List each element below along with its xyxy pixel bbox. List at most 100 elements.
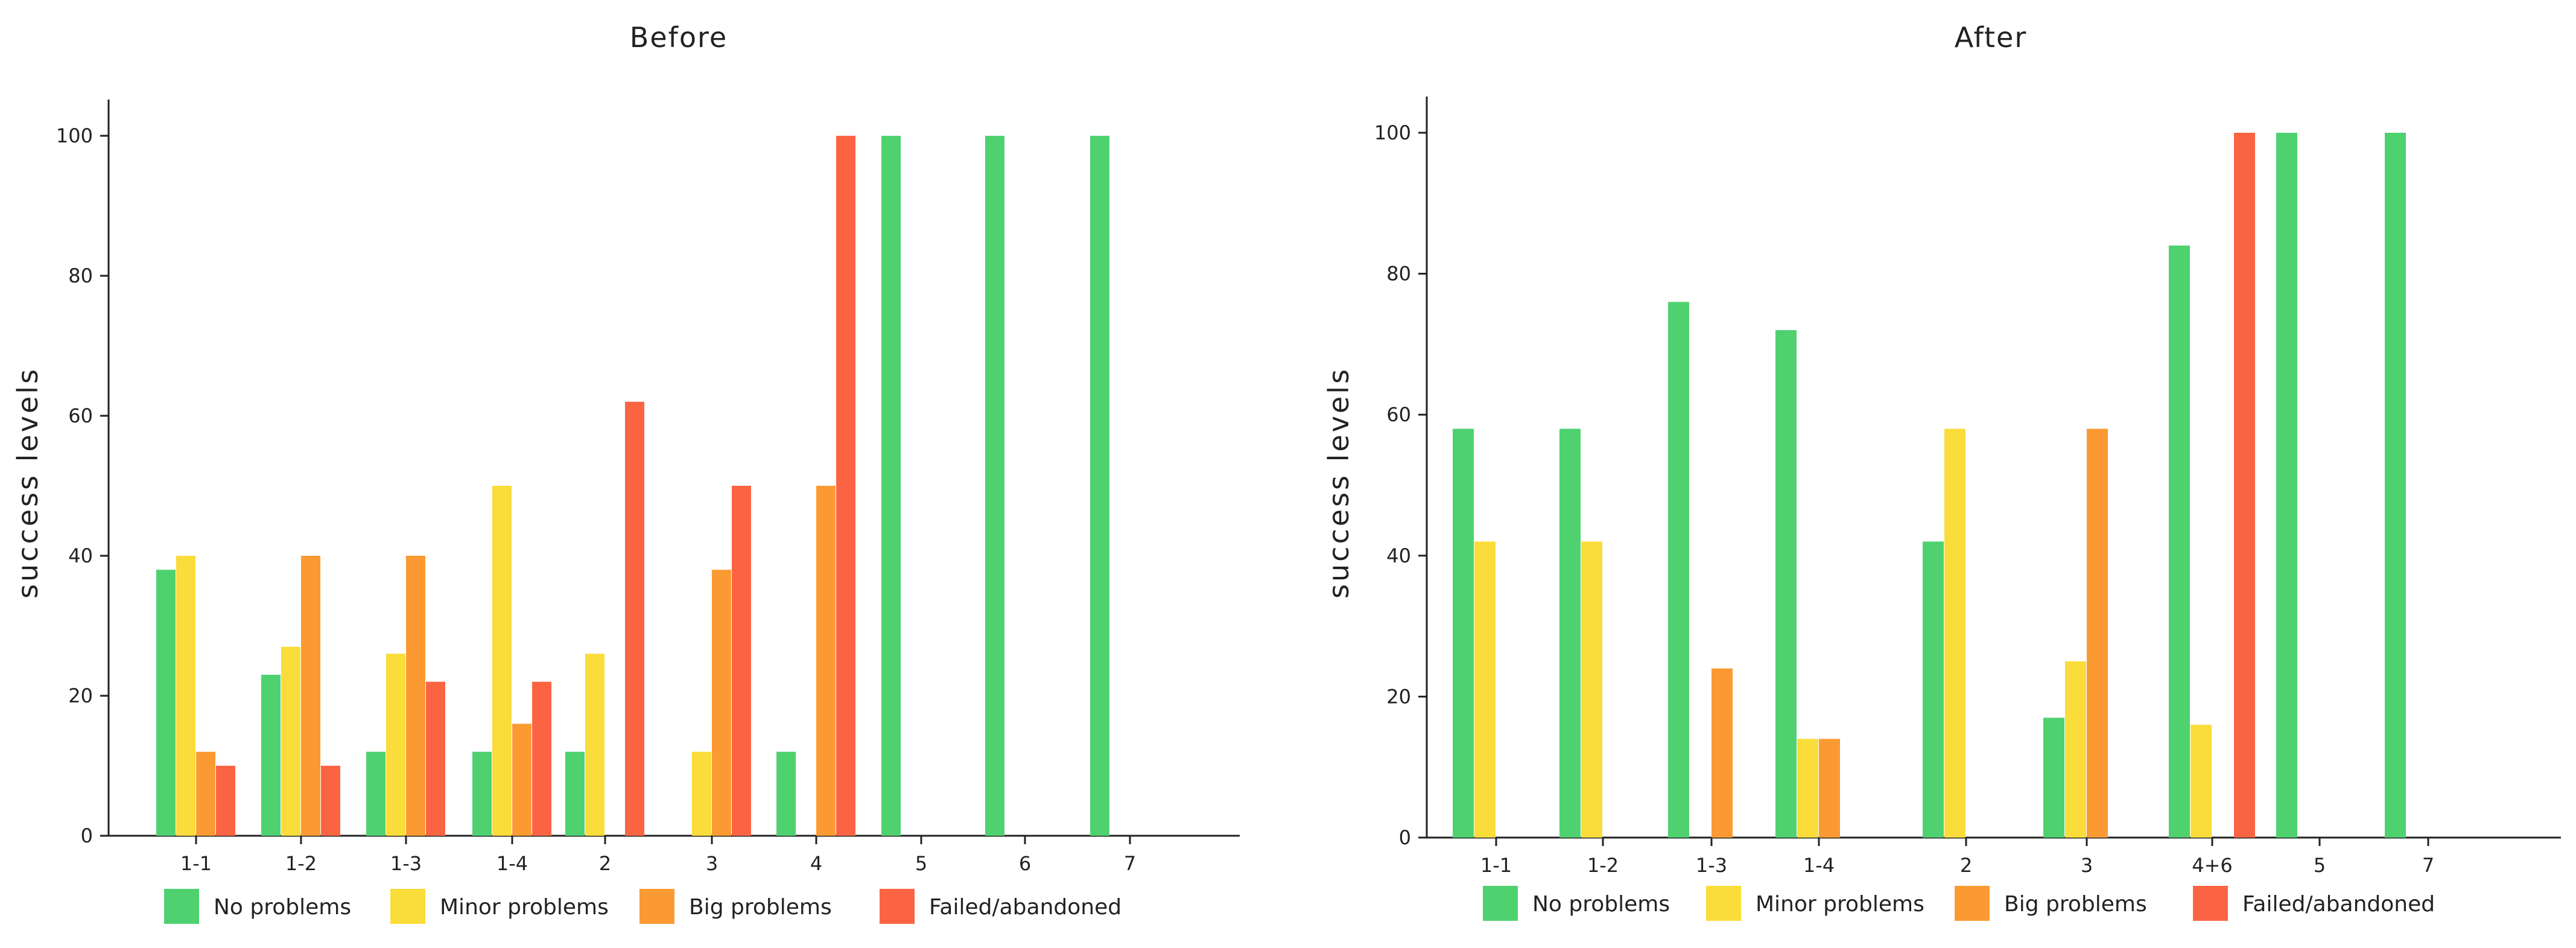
x-tick-label-1-4: 1-4 bbox=[1803, 854, 1835, 877]
x-tick-label-2: 2 bbox=[1960, 854, 1972, 877]
legend-label-minor-problems: Minor problems bbox=[440, 895, 609, 920]
legend-swatch-failed-abandoned bbox=[2193, 886, 2228, 921]
bar-no-problems-2 bbox=[1923, 541, 1944, 838]
legend-label-no-problems: No problems bbox=[1532, 892, 1670, 917]
legend-label-big-problems: Big problems bbox=[2004, 892, 2147, 917]
x-tick-label-2: 2 bbox=[599, 852, 611, 875]
x-ticks-before: 1-1 1-2 1-3 1-4 2 3 4 5 6 7 bbox=[180, 836, 1136, 875]
y-tick-label: 0 bbox=[1399, 826, 1411, 849]
y-tick-label: 80 bbox=[68, 264, 93, 287]
legend-label-no-problems: No problems bbox=[214, 895, 351, 920]
x-tick-label-7: 7 bbox=[2422, 854, 2434, 877]
bar-no-problems-7 bbox=[2385, 133, 2406, 838]
bar-big-problems-1-2 bbox=[301, 556, 320, 836]
y-tick-label: 20 bbox=[68, 684, 93, 707]
bar-failed-abandoned-3 bbox=[732, 486, 751, 836]
bar-no-problems-1-4 bbox=[1775, 330, 1797, 838]
x-tick-label-7: 7 bbox=[1124, 852, 1136, 875]
y-tick-label: 100 bbox=[56, 124, 93, 147]
x-tick-label-1-3: 1-3 bbox=[1696, 854, 1727, 877]
bar-big-problems-1-3 bbox=[406, 556, 425, 836]
bar-no-problems-5 bbox=[881, 136, 901, 836]
legend-swatch-big-problems bbox=[639, 889, 674, 924]
x-tick-label-3: 3 bbox=[2081, 854, 2093, 877]
y-tick-label: 40 bbox=[68, 544, 93, 567]
chart-before: Before success levels 0 20 40 60 80 100 1-1 1-… bbox=[11, 21, 1240, 924]
bar-big-problems-3 bbox=[712, 570, 731, 836]
legend-label-failed-abandoned: Failed/abandoned bbox=[929, 895, 1121, 920]
bar-big-problems-4 bbox=[816, 486, 836, 836]
x-tick-label-1-1: 1-1 bbox=[180, 852, 212, 875]
x-tick-label-1-4: 1-4 bbox=[496, 852, 528, 875]
chart-title-before: Before bbox=[630, 21, 728, 54]
y-tick-label: 20 bbox=[1386, 685, 1411, 708]
bar-minor-problems-1-2 bbox=[1581, 541, 1602, 838]
x-tick-label-1-2: 1-2 bbox=[285, 852, 317, 875]
bar-no-problems-1-2 bbox=[261, 675, 281, 836]
bar-failed-abandoned-4 bbox=[836, 136, 855, 836]
bar-failed-abandoned-1-1 bbox=[216, 766, 235, 836]
gridlines-after: 0 20 40 60 80 100 bbox=[1374, 97, 2561, 849]
bar-no-problems-6 bbox=[985, 136, 1004, 836]
bar-no-problems-2 bbox=[565, 751, 585, 836]
bar-no-problems-1-1 bbox=[156, 570, 176, 836]
legend-after: No problems Minor problems Big problems Fai… bbox=[1483, 886, 2435, 921]
bar-no-problems-3 bbox=[2043, 717, 2064, 838]
bar-big-problems-3 bbox=[2087, 428, 2108, 838]
bar-failed-abandoned-1-4 bbox=[532, 681, 551, 836]
bar-no-problems-4-6 bbox=[2169, 245, 2190, 838]
y-tick-label: 100 bbox=[1374, 121, 1411, 144]
legend-swatch-big-problems bbox=[1955, 886, 1990, 921]
bars-after bbox=[1453, 133, 2406, 838]
bar-minor-problems-1-2 bbox=[281, 646, 300, 836]
x-ticks-after: 1-1 1-2 1-3 1-4 2 3 4+6 5 7 bbox=[1480, 838, 2434, 877]
bar-minor-problems-4-6 bbox=[2191, 725, 2212, 838]
bar-minor-problems-2 bbox=[1944, 428, 1965, 838]
bar-minor-problems-1-4 bbox=[1797, 739, 1818, 838]
bar-big-problems-1-3 bbox=[1712, 668, 1733, 838]
bar-big-problems-1-1 bbox=[196, 751, 215, 836]
bar-no-problems-1-1 bbox=[1453, 428, 1474, 838]
bar-minor-problems-1-3 bbox=[386, 654, 405, 836]
y-tick-label: 0 bbox=[81, 824, 93, 847]
legend-swatch-failed-abandoned bbox=[880, 889, 915, 924]
legend-label-minor-problems: Minor problems bbox=[1756, 892, 1924, 917]
chart-after: After success levels 0 20 40 60 80 100 1-1 1-2… bbox=[1322, 21, 2561, 921]
y-tick-label: 80 bbox=[1386, 262, 1411, 285]
bars-before bbox=[156, 136, 1109, 836]
legend-label-big-problems: Big problems bbox=[689, 895, 832, 920]
x-tick-label-1-1: 1-1 bbox=[1480, 854, 1512, 877]
gridlines-before: 0 20 40 60 80 100 bbox=[56, 100, 1240, 847]
bar-no-problems-7 bbox=[1090, 136, 1109, 836]
x-tick-label-4-6: 4+6 bbox=[2192, 854, 2233, 877]
bar-minor-problems-2 bbox=[585, 654, 604, 836]
bar-minor-problems-3 bbox=[692, 751, 711, 836]
x-tick-label-1-3: 1-3 bbox=[390, 852, 422, 875]
legend-swatch-no-problems bbox=[1483, 886, 1518, 921]
legend-swatch-minor-problems bbox=[1706, 886, 1741, 921]
y-axis-label-before: success levels bbox=[11, 367, 44, 599]
bar-no-problems-1-4 bbox=[472, 751, 492, 836]
x-tick-label-5: 5 bbox=[2314, 854, 2326, 877]
x-tick-label-3: 3 bbox=[706, 852, 718, 875]
legend-swatch-minor-problems bbox=[390, 889, 425, 924]
y-tick-label: 60 bbox=[68, 404, 93, 427]
bar-minor-problems-1-1 bbox=[176, 556, 195, 836]
bar-big-problems-1-4 bbox=[512, 724, 531, 836]
bar-failed-abandoned-4-6 bbox=[2234, 133, 2255, 838]
legend-before: No problems Minor problems Big problems Fai… bbox=[164, 889, 1121, 924]
y-tick-label: 60 bbox=[1386, 403, 1411, 426]
bar-no-problems-4 bbox=[776, 751, 796, 836]
bar-no-problems-1-3 bbox=[366, 751, 385, 836]
bar-minor-problems-1-1 bbox=[1474, 541, 1496, 838]
bar-failed-abandoned-1-2 bbox=[321, 766, 340, 836]
legend-swatch-no-problems bbox=[164, 889, 199, 924]
x-tick-label-1-2: 1-2 bbox=[1587, 854, 1619, 877]
bar-no-problems-1-2 bbox=[1559, 428, 1581, 838]
bar-failed-abandoned-2 bbox=[625, 401, 644, 836]
bar-big-problems-1-4 bbox=[1819, 739, 1840, 838]
legend-label-failed-abandoned: Failed/abandoned bbox=[2242, 892, 2435, 917]
bar-minor-problems-1-4 bbox=[492, 486, 512, 836]
y-tick-label: 40 bbox=[1386, 544, 1411, 567]
